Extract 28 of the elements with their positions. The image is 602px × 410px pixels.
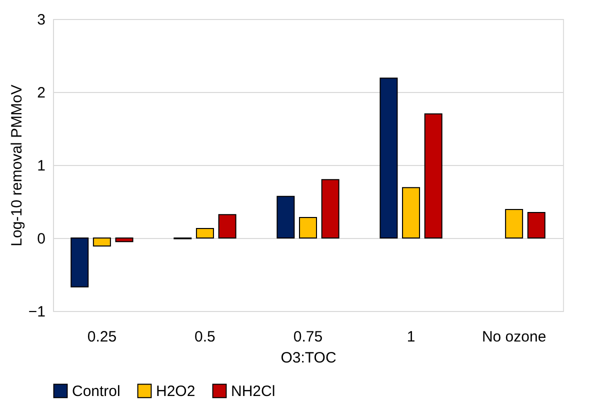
y-tick-label: 2 bbox=[37, 84, 46, 102]
bar bbox=[424, 113, 442, 238]
bar bbox=[276, 196, 295, 238]
y-tick-label: 1 bbox=[37, 158, 46, 174]
bar bbox=[218, 214, 236, 238]
y-axis-title: Log-10 removal PMMoV bbox=[8, 84, 26, 246]
bar bbox=[196, 228, 214, 238]
bar bbox=[70, 238, 89, 288]
bar bbox=[380, 78, 398, 238]
legend-label: Control bbox=[72, 382, 120, 400]
y-tick-label: 3 bbox=[37, 12, 46, 28]
legend-label: H2O2 bbox=[156, 382, 196, 400]
x-tick-label: No ozone bbox=[482, 328, 546, 346]
x-tick-label: 0.25 bbox=[87, 328, 117, 346]
x-tick-label: 0.75 bbox=[293, 328, 323, 346]
x-tick-label: 1 bbox=[406, 328, 416, 346]
legend-label: NH2Cl bbox=[231, 382, 276, 400]
x-tick-label: 0.5 bbox=[194, 328, 216, 346]
bar bbox=[92, 238, 111, 247]
bar bbox=[527, 212, 546, 238]
bar bbox=[115, 238, 134, 242]
bar bbox=[505, 209, 524, 238]
bar bbox=[299, 217, 317, 238]
bar bbox=[402, 187, 420, 238]
y-tick-label: 0 bbox=[37, 230, 46, 248]
bar bbox=[321, 179, 340, 238]
x-axis-title: O3:TOC bbox=[280, 350, 336, 366]
y-tick-label: −1 bbox=[28, 304, 46, 320]
